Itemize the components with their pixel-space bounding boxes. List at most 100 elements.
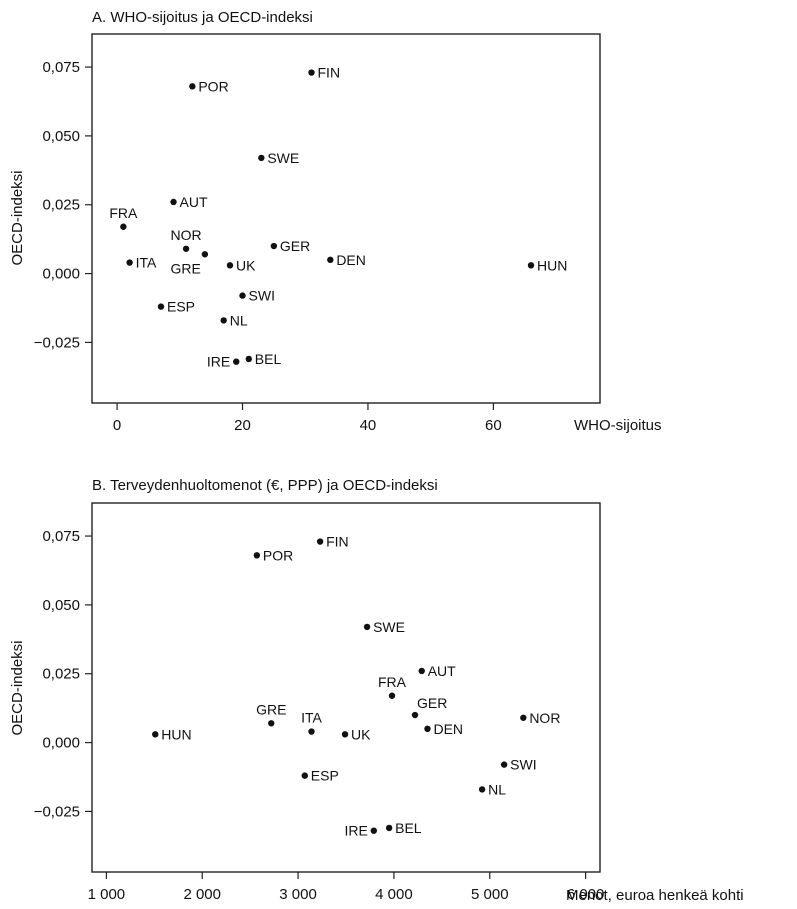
panel-b-label-swi: SWI: [510, 757, 536, 773]
panel-a: A. WHO-sijoitus ja OECD-indeksi 0,0750,0…: [9, 9, 662, 434]
panel-b-y-axis-title: OECD-indeksi: [9, 640, 26, 735]
panel-b-x-tick-label: 4 000: [375, 886, 413, 903]
panel-a-x-tick-label: 60: [485, 417, 502, 434]
panel-a-label-fin: FIN: [318, 65, 341, 81]
panel-a-plot-frame: [91, 33, 601, 404]
panel-b-x-ticks: 1 000 2 000 3 000 4 000 5 000 6 000: [88, 872, 605, 903]
panel-b-label-nl: NL: [488, 781, 506, 797]
panel-b-label-bel: BEL: [395, 820, 422, 836]
panel-b-label-gre: GRE: [256, 701, 286, 717]
panel-a-x-tick-label: 40: [360, 417, 377, 434]
panel-b-point-swi: [500, 761, 508, 768]
panel-a-point-bel: [245, 355, 252, 363]
panel-b-point-ger: [411, 711, 419, 719]
panel-b-x-tick-label: 6 000: [567, 886, 605, 903]
panel-a-point-swi: [239, 292, 246, 299]
panel-b-point-aut: [418, 667, 425, 675]
panel-b-label-ger: GER: [417, 695, 447, 711]
panel-a-point-aut: [170, 198, 177, 206]
panel-a-label-por: POR: [198, 78, 228, 94]
panel-b-label-hun: HUN: [161, 726, 191, 742]
panel-a-point-ita: [126, 259, 133, 266]
panel-b-y-tick-label: 0,075: [42, 528, 80, 545]
panel-b-point-nl: [478, 786, 486, 793]
panel-b-label-uk: UK: [351, 726, 371, 742]
panel-a-x-tick-label: 0: [113, 417, 121, 434]
panel-b-label-ita: ITA: [301, 710, 322, 726]
panel-b-point-gre: [268, 720, 275, 727]
panel-a-point-por: [189, 83, 196, 90]
panel-a-label-fra: FRA: [109, 205, 138, 221]
panel-a-label-ger: GER: [280, 238, 310, 254]
panel-b-y-ticks: 0,075 0,050 0,025 0,000 −0,025: [34, 528, 92, 820]
panel-a-x-tick-label: 20: [234, 417, 251, 434]
panel-a-label-aut: AUT: [180, 194, 208, 210]
panel-b-y-tick-label: 0,025: [42, 666, 80, 683]
panel-b-plot-frame: [91, 502, 601, 873]
panel-a-label-den: DEN: [336, 252, 366, 268]
panel-a-label-nl: NL: [230, 312, 248, 328]
panel-b-point-uk: [341, 731, 349, 738]
panel-a-y-tick-label: −0,025: [34, 334, 80, 351]
panel-b-y-tick-label: −0,025: [34, 803, 80, 820]
panel-a-y-tick-label: 0,075: [42, 59, 80, 76]
panel-a-point-nl: [220, 317, 227, 324]
panel-a-title: A. WHO-sijoitus ja OECD-indeksi: [92, 9, 313, 26]
panel-a-point-gre: [201, 251, 209, 258]
panel-b-label-swe: SWE: [373, 619, 405, 635]
panel-b-label-nor: NOR: [529, 710, 560, 726]
panel-a-label-gre: GRE: [171, 260, 201, 276]
panel-b-point-ire: [370, 827, 377, 834]
panel-a-point-uk: [226, 262, 234, 269]
panel-b-x-tick-label: 3 000: [279, 886, 317, 903]
panel-a-label-hun: HUN: [537, 257, 567, 273]
panel-b-title: B. Terveydenhuoltomenot (€, PPP) ja OECD…: [92, 477, 438, 494]
panel-a-point-den: [327, 256, 334, 264]
panel-a-y-tick-label: 0,050: [42, 128, 80, 145]
panel-b-y-tick-label: 0,000: [42, 735, 80, 752]
panel-b-label-esp: ESP: [311, 768, 339, 784]
panel-a-y-tick-label: 0,025: [42, 197, 80, 214]
panel-b-point-nor: [520, 714, 527, 721]
panel-b-point-fra: [388, 692, 396, 699]
panel-b-point-esp: [301, 772, 308, 779]
panel-b-label-aut: AUT: [428, 663, 456, 679]
panel-a-label-uk: UK: [236, 257, 256, 273]
panel-a-label-bel: BEL: [255, 351, 282, 367]
panel-b-label-fin: FIN: [326, 534, 349, 550]
panel-a-y-ticks: 0,075 0,050 0,025 0,000 −0,025: [34, 59, 92, 351]
panel-a-label-ire: IRE: [207, 354, 230, 370]
panel-b-point-hun: [152, 731, 159, 738]
panel-b-point-bel: [385, 824, 393, 832]
panel-a-point-swe: [258, 154, 265, 162]
panel-a-point-fra: [120, 223, 127, 230]
panel-b-points: FIN POR SWE AUT FRA GER NOR GRE DEN ITA UK HUN SWI ES…: [152, 534, 560, 839]
panel-a-label-swi: SWI: [249, 288, 275, 304]
panel-b-point-ita: [308, 728, 315, 735]
panel-a-label-esp: ESP: [167, 299, 195, 315]
panel-a-point-nor: [182, 245, 190, 252]
panel-a-point-ger: [270, 242, 278, 250]
panel-a-points: FIN POR SWE AUT FRA NOR GER GRE UK DEN ITA HUN SWI ES…: [109, 65, 567, 370]
panel-b-point-swe: [363, 623, 371, 631]
panel-b-label-den: DEN: [433, 721, 463, 737]
panel-a-label-nor: NOR: [171, 227, 202, 243]
panel-a-point-ire: [233, 358, 240, 365]
panel-a-y-axis-title: OECD-indeksi: [9, 170, 26, 265]
panel-b-point-por: [253, 552, 261, 559]
panel-b-y-tick-label: 0,050: [42, 597, 80, 614]
panel-a-x-axis-title: WHO-sijoitus: [574, 417, 662, 434]
panel-b-point-den: [424, 725, 431, 733]
panel-b-label-por: POR: [263, 547, 293, 563]
panel-b-point-fin: [316, 538, 324, 545]
panel-b-x-tick-label: 1 000: [88, 886, 126, 903]
panel-b-x-tick-label: 5 000: [471, 886, 509, 903]
panel-a-label-ita: ITA: [136, 255, 157, 271]
panel-a-point-hun: [527, 262, 535, 269]
panel-a-y-tick-label: 0,000: [42, 266, 80, 283]
panel-a-point-esp: [157, 303, 165, 310]
panel-a-point-fin: [308, 69, 315, 76]
panel-b: B. Terveydenhuoltomenot (€, PPP) ja OECD…: [9, 477, 744, 904]
